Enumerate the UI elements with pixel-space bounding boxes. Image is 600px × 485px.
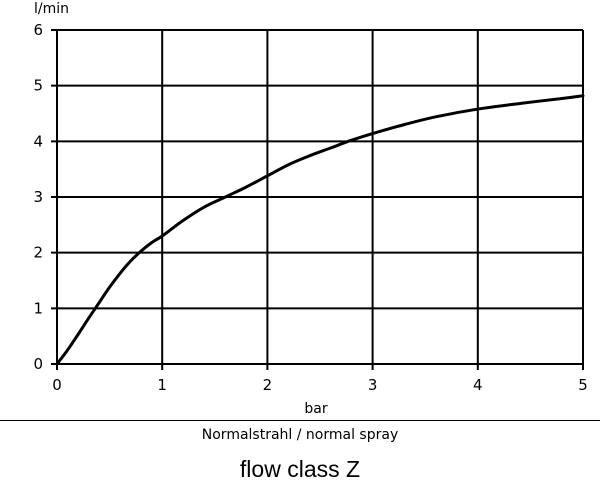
grid <box>51 29 584 370</box>
x-tick-label: 2 <box>263 376 273 394</box>
x-tick-label: 0 <box>52 376 62 394</box>
x-tick-label: 3 <box>368 376 378 394</box>
y-axis-label: l/min <box>34 1 69 17</box>
y-tick-label: 6 <box>33 21 43 39</box>
flow-class-label: flow class Z <box>239 456 361 482</box>
chart-subtitle: Normalstrahl / normal spray <box>201 427 399 443</box>
divider-line <box>0 420 600 421</box>
flow-curve-line <box>55 94 585 366</box>
tick-labels: 0 1 2 3 4 5 0 1 2 3 4 5 6 <box>33 21 587 394</box>
y-tick-label: 3 <box>33 188 43 206</box>
y-tick-label: 5 <box>33 77 43 95</box>
y-tick-label: 1 <box>33 299 43 317</box>
x-axis-label: bar <box>304 401 327 417</box>
x-tick-label: 5 <box>578 376 588 394</box>
x-tick-label: 4 <box>473 376 483 394</box>
y-tick-label: 2 <box>33 244 43 262</box>
y-tick-label: 4 <box>33 132 43 150</box>
x-tick-label: 1 <box>157 376 167 394</box>
y-tick-label: 0 <box>33 355 43 373</box>
flow-chart: 0 1 2 3 4 5 0 1 2 3 4 5 6 l/min bar <box>33 1 587 417</box>
